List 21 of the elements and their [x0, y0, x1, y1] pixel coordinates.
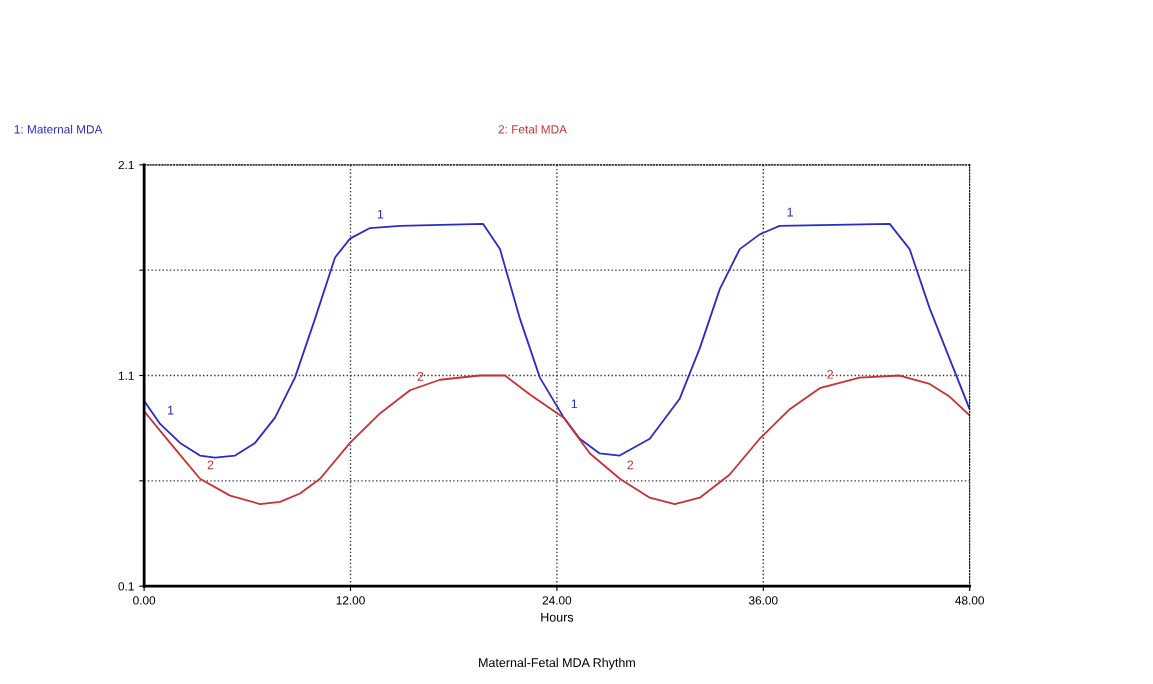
y-tick-label: 0.1	[118, 582, 134, 591]
text: Maternal-Fetal MDA Rhythm	[479, 657, 635, 670]
y-tick-label: 1.1	[118, 371, 134, 380]
annotation: 2	[627, 460, 634, 470]
y-tick-label: 2.1	[118, 160, 134, 170]
text: 1: Maternal MDA	[14, 124, 103, 134]
annotation: 1	[377, 209, 384, 219]
x-axis-title: Hours	[541, 612, 574, 622]
x-tick-label: 12.00	[336, 596, 365, 605]
x-tick-label: 48.00	[955, 596, 984, 605]
x-tick-label: 24.00	[542, 596, 572, 605]
annotation: 2	[207, 460, 214, 470]
annotation: 1	[787, 207, 793, 217]
annotation: 1	[168, 405, 174, 415]
x-tick-label: 36.00	[748, 596, 778, 605]
line-series	[144, 222, 970, 459]
annotation: 1	[571, 399, 578, 409]
annotation: 2	[827, 369, 833, 379]
text: 2: Fetal MDA	[498, 124, 567, 134]
annotation: 2	[417, 372, 424, 381]
x-tick-label: 0.00	[133, 596, 156, 605]
